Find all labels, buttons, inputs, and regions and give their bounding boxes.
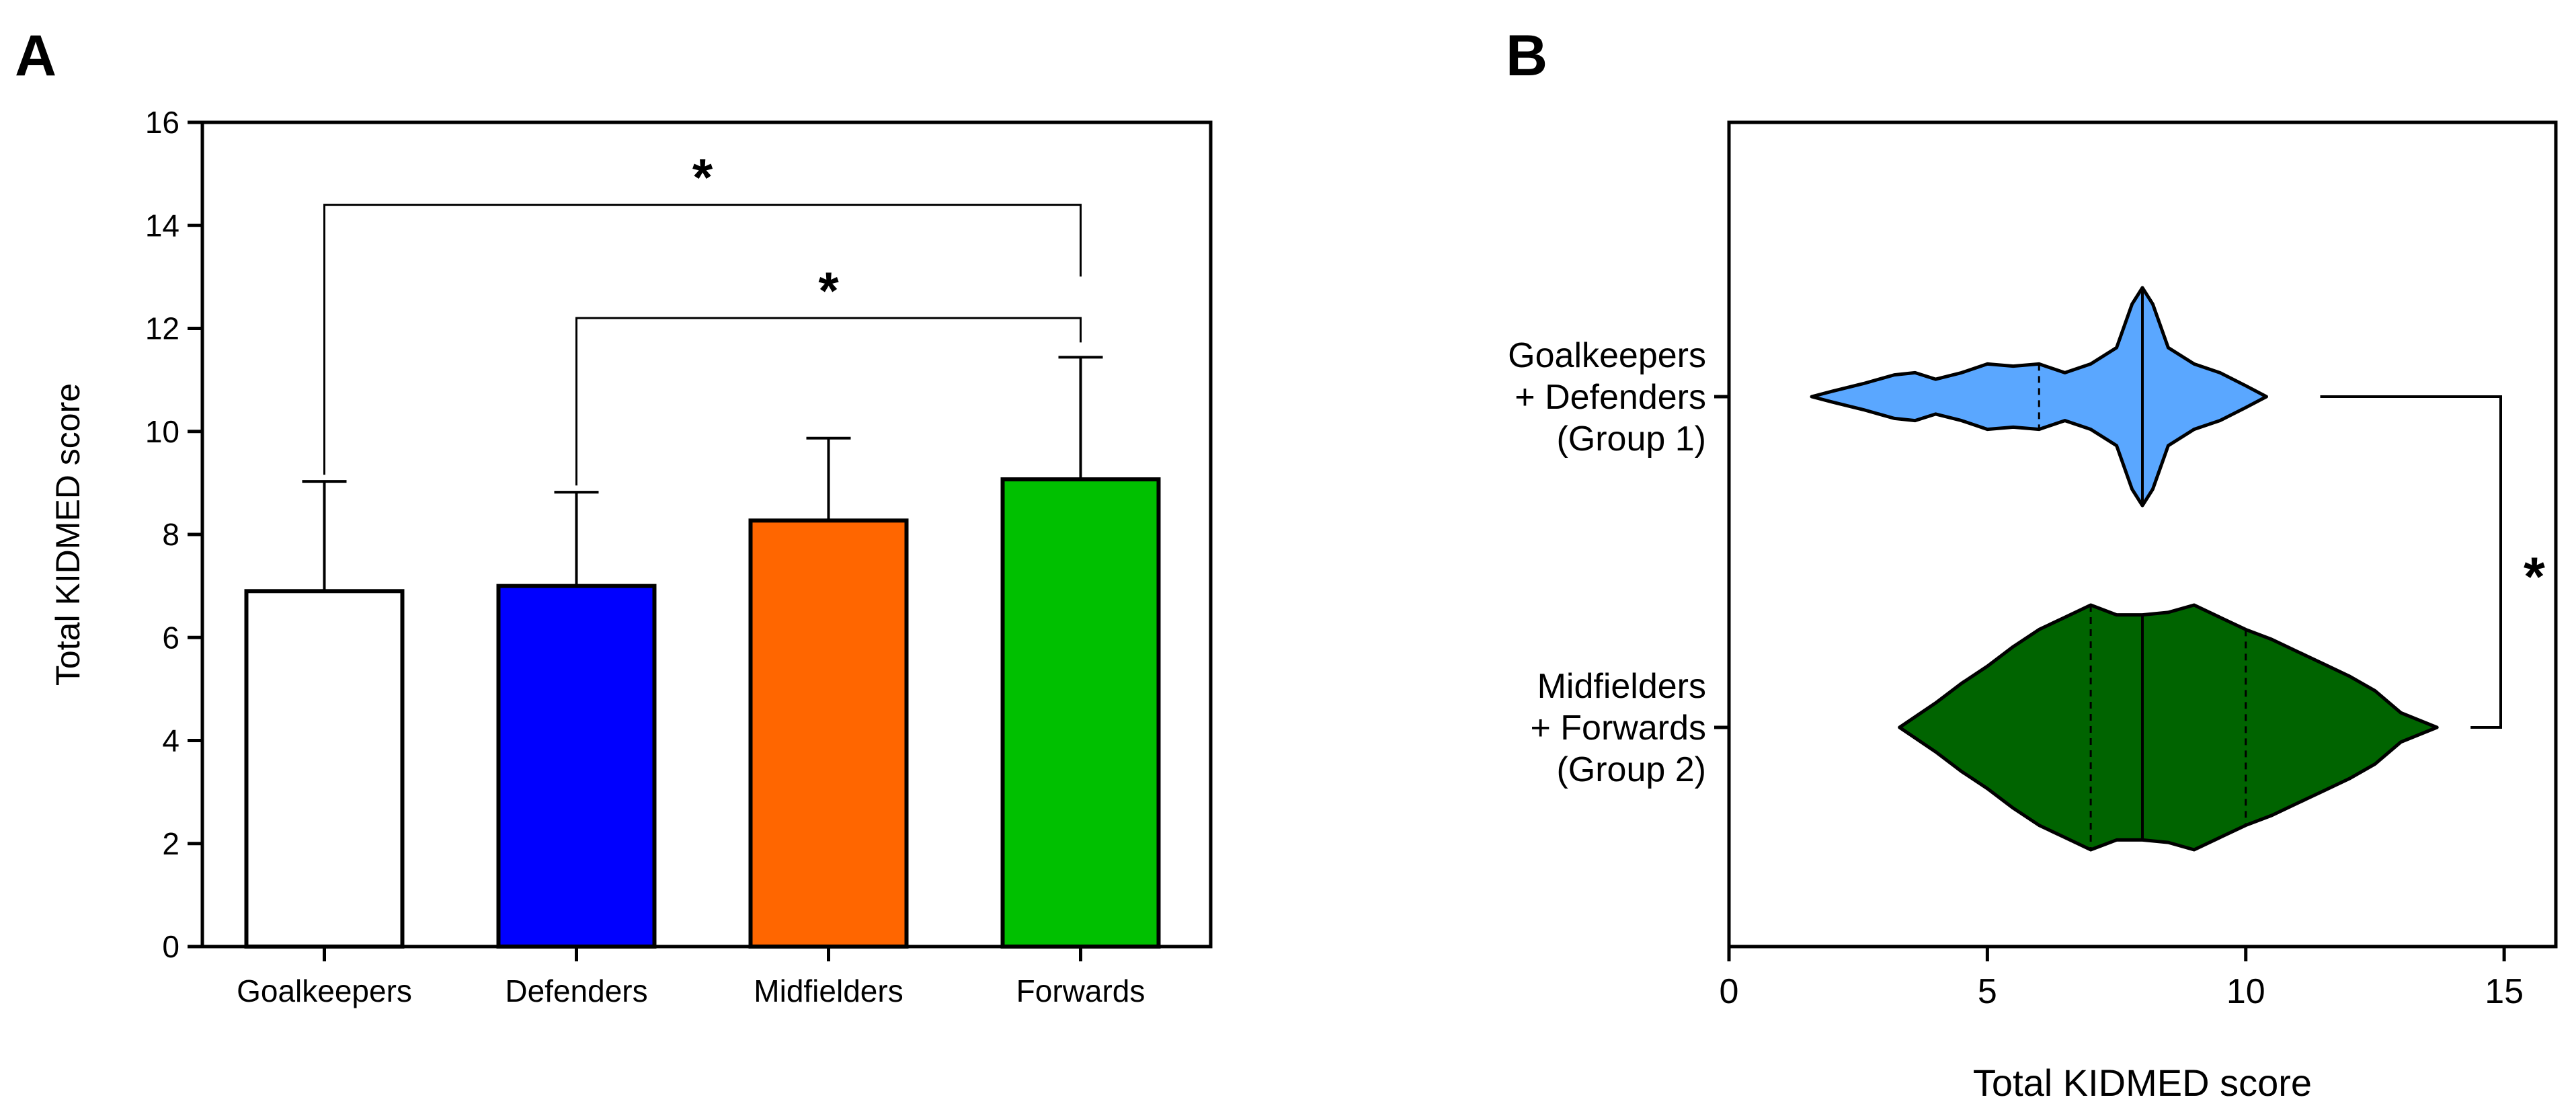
y-tick-label-a: 0	[162, 929, 179, 964]
plot-frame-b	[1727, 120, 2558, 949]
significance-bracket	[323, 204, 1082, 475]
panel-a-letter: A	[15, 24, 56, 88]
group-label-line: (Group 2)	[1556, 750, 1706, 789]
bar	[244, 589, 405, 949]
bar	[496, 584, 657, 949]
category-label: Forwards	[1016, 973, 1145, 1008]
y-tick-label-a: 6	[162, 620, 179, 655]
y-axis-label-a: Total KIDMED score	[49, 383, 87, 686]
group-label-line: + Defenders	[1515, 378, 1706, 417]
significance-brackets-a: **	[323, 148, 1082, 486]
significance-star: *	[818, 261, 839, 320]
y-axis-a: 0 2 4 6 8 10 12 14 16	[145, 105, 202, 964]
category-label: Midfielders	[754, 973, 903, 1008]
x-tick-label-b: 5	[1978, 972, 1997, 1011]
x-tick-label-b: 10	[2226, 972, 2265, 1011]
x-axis-a: Goalkeepers Defenders Midfielders Forwards	[237, 947, 1145, 1008]
bar	[748, 518, 909, 949]
bar	[1000, 477, 1161, 949]
significance-star: *	[2524, 547, 2545, 608]
group-label-line: Midfielders	[1537, 667, 1706, 706]
group-labels: Goalkeepers+ Defenders(Group 1) Midfielde…	[1508, 336, 1729, 789]
x-tick-label-b: 0	[1720, 972, 1739, 1011]
x-tick-label-b: 15	[2485, 972, 2524, 1011]
x-axis-b: 0 5 10 15	[1720, 947, 2524, 1011]
group-label-line: + Forwards	[1530, 709, 1706, 748]
y-tick-label-a: 14	[145, 208, 179, 243]
violins	[1810, 286, 2439, 852]
x-axis-label-b: Total KIDMED score	[1973, 1062, 2312, 1104]
panel-b-letter: B	[1506, 24, 1547, 88]
group-label-line: (Group 1)	[1556, 420, 1706, 458]
significance-bracket	[2320, 395, 2502, 729]
significance-bracket-b: *	[2320, 395, 2545, 729]
y-tick-label-a: 12	[145, 311, 179, 346]
category-label: Defenders	[505, 973, 647, 1008]
y-tick-label-a: 16	[145, 105, 179, 140]
y-tick-label-a: 10	[145, 414, 179, 449]
category-label: Goalkeepers	[237, 973, 412, 1008]
y-tick-label-a: 8	[162, 517, 179, 552]
group-label-line: Goalkeepers	[1508, 336, 1706, 375]
violin-chart-panel: 0 5 10 15 Goalkeepers+ Defenders(Group 1) Mi…	[1508, 120, 2558, 1104]
y-tick-label-a: 2	[162, 826, 179, 861]
significance-star: *	[692, 148, 713, 207]
violin	[1810, 286, 2268, 508]
violin	[1898, 603, 2439, 852]
y-tick-label-a: 4	[162, 723, 179, 758]
bars	[244, 356, 1161, 949]
significance-bracket	[575, 317, 1082, 486]
